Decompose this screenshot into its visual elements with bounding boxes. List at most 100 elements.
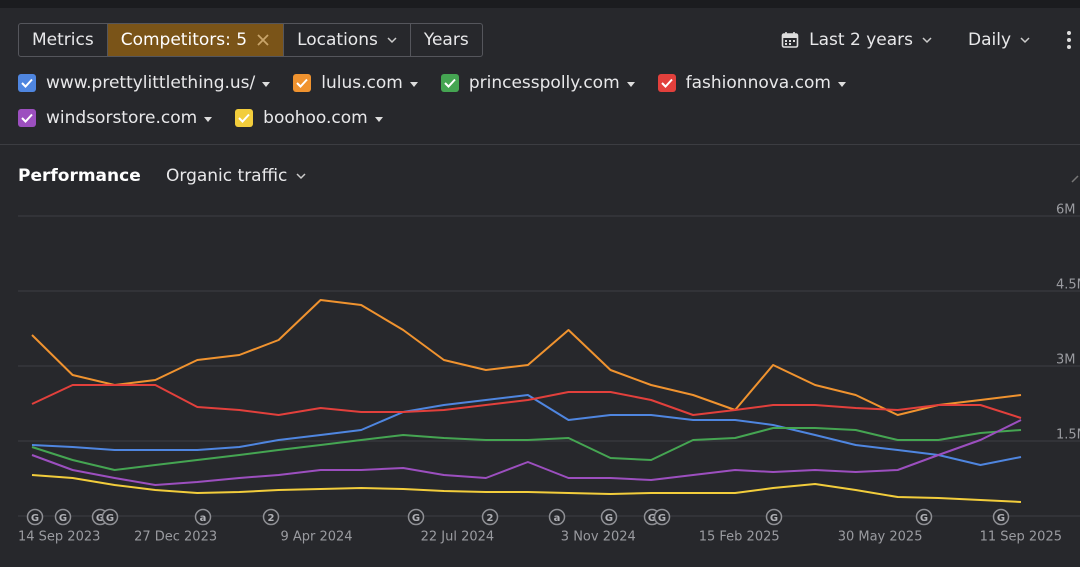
- marker-label: G: [605, 513, 613, 524]
- legend-item[interactable]: www.prettylittlething.us/: [18, 70, 271, 96]
- dropdown-caret: [837, 82, 846, 87]
- period-label: Last 2 years: [809, 30, 913, 50]
- marker-circle: [765, 508, 783, 526]
- marker-circle: [407, 508, 425, 526]
- legend-label: boohoo.com: [263, 108, 368, 128]
- chevron: [922, 37, 932, 44]
- x-tick-label: 30 May 2025: [838, 530, 923, 545]
- marker-circle: [26, 508, 44, 526]
- y-tick-label: 6M: [1056, 203, 1076, 218]
- annotation-marker[interactable]: G: [915, 508, 933, 526]
- chevron: [387, 37, 397, 44]
- metrics-label: Metrics: [32, 30, 94, 50]
- legend-item[interactable]: windsorstore.com: [18, 105, 213, 131]
- legend-checkbox[interactable]: [18, 74, 36, 92]
- x-tick-label: 15 Feb 2025: [699, 530, 780, 545]
- x-tick-label: 22 Jul 2024: [421, 530, 495, 545]
- marker-label: a: [554, 513, 561, 524]
- granularity-label: Daily: [967, 30, 1011, 50]
- legend-item[interactable]: lulus.com: [293, 70, 419, 96]
- annotation-marker[interactable]: G: [91, 508, 109, 526]
- granularity-select[interactable]: Daily: [968, 30, 1030, 50]
- annotation-marker[interactable]: G: [765, 508, 783, 526]
- annotation-marker[interactable]: 2: [481, 508, 499, 526]
- annotation-marker[interactable]: G: [653, 508, 671, 526]
- check: [21, 78, 33, 88]
- kebab-menu[interactable]: [1066, 30, 1072, 50]
- marker-label: 2: [487, 513, 494, 524]
- legend-label: windsorstore.com: [46, 108, 198, 128]
- annotation-marker[interactable]: 2: [262, 508, 280, 526]
- legend-checkbox[interactable]: [657, 74, 676, 92]
- annotation-marker[interactable]: G: [992, 508, 1010, 526]
- annotation-marker[interactable]: G: [407, 508, 425, 526]
- legend: www.prettylittlething.us/lulus.com prince…: [18, 70, 1058, 131]
- marker-label: G: [648, 513, 656, 524]
- series-line: [31, 419, 1022, 486]
- legend-checkbox[interactable]: [440, 74, 459, 92]
- legend-checkbox[interactable]: [293, 74, 312, 92]
- dropdown-caret: [374, 117, 383, 122]
- legend-checkbox[interactable]: [18, 109, 36, 127]
- legend-label: fashionnova.com: [685, 73, 831, 93]
- years-tab[interactable]: Years: [411, 24, 482, 56]
- check: [296, 78, 308, 88]
- marker-label: G: [770, 513, 778, 524]
- dropdown-caret: [204, 117, 213, 122]
- y-tick-label: 1.5M: [1056, 428, 1080, 443]
- marker-circle: [54, 508, 72, 526]
- legend-label: princesspolly.com: [468, 73, 620, 93]
- annotation-marker[interactable]: a: [548, 508, 566, 526]
- legend-item[interactable]: fashionnova.com: [657, 70, 847, 96]
- marker-circle: [481, 508, 499, 526]
- marker-circle: [643, 508, 661, 526]
- marker-label: G: [106, 513, 114, 524]
- locations-tab[interactable]: Locations: [284, 24, 411, 56]
- annotation-marker[interactable]: G: [101, 508, 119, 526]
- marker-label: G: [31, 513, 39, 524]
- marker-circle: [194, 508, 212, 526]
- legend-checkbox[interactable]: [235, 109, 254, 127]
- x-tick-label: 3 Nov 2024: [561, 530, 636, 545]
- y-tick-label: 3M: [1056, 353, 1076, 368]
- chevron: [296, 173, 306, 180]
- marker-circle: [101, 508, 119, 526]
- y-tick-label: 4.5M: [1056, 278, 1080, 293]
- series-line: [31, 427, 1022, 471]
- annotation-marker[interactable]: G: [600, 508, 618, 526]
- clear-icon[interactable]: [256, 33, 270, 47]
- marker-circle: [653, 508, 671, 526]
- x-tick-label: 27 Dec 2023: [134, 530, 217, 545]
- period-select[interactable]: Last 2 years: [781, 30, 932, 50]
- series-line: [31, 299, 1022, 416]
- dropdown-caret: [262, 82, 271, 87]
- legend-item[interactable]: princesspolly.com: [440, 70, 636, 96]
- marker-label: G: [997, 513, 1005, 524]
- locations-label: Locations: [297, 30, 378, 50]
- metric-select[interactable]: Organic traffic: [166, 166, 306, 186]
- divider: [0, 144, 1080, 145]
- marker-circle: [548, 508, 566, 526]
- annotation-marker[interactable]: G: [26, 508, 44, 526]
- section-title: Performance: [18, 166, 141, 186]
- marker-circle: [992, 508, 1010, 526]
- check: [238, 113, 250, 123]
- legend-label: lulus.com: [321, 73, 403, 93]
- calendar-icon: [781, 32, 799, 48]
- annotation-marker[interactable]: G: [643, 508, 661, 526]
- legend-item[interactable]: boohoo.com: [235, 105, 384, 131]
- annotation-marker[interactable]: G: [54, 508, 72, 526]
- annotation-marker[interactable]: a: [194, 508, 212, 526]
- x-tick-label: 11 Sep 2025: [980, 530, 1062, 545]
- marker-label: G: [920, 513, 928, 524]
- dropdown-caret: [409, 82, 418, 87]
- marker-label: G: [96, 513, 104, 524]
- series-line: [31, 384, 1022, 419]
- marker-label: G: [412, 513, 420, 524]
- competitors-tab[interactable]: Competitors: 5: [107, 24, 285, 56]
- marker-label: a: [200, 513, 207, 524]
- metrics-tab[interactable]: Metrics: [19, 24, 108, 56]
- collapse-icon: [1071, 175, 1079, 183]
- legend-label: www.prettylittlething.us/: [46, 73, 256, 93]
- marker-circle: [262, 508, 280, 526]
